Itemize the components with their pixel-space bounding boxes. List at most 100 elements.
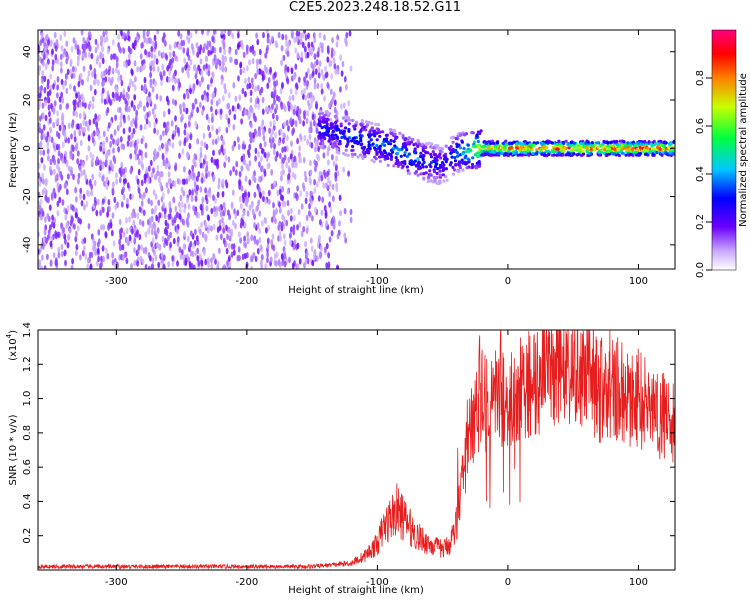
- spectrogram-noise-point: [300, 203, 304, 210]
- spectrogram-noise-point: [193, 176, 197, 183]
- spectrogram-noise-point: [244, 78, 247, 85]
- spectrogram-noise-point: [208, 131, 212, 139]
- spectrogram-noise-point: [224, 179, 228, 186]
- spectrogram-noise-point: [45, 52, 49, 59]
- spectrogram-noise-point: [323, 34, 326, 41]
- snr-ytick-label: 0.8: [22, 425, 33, 441]
- spectrogram-noise-point: [125, 91, 129, 98]
- spectrogram-noise-point: [222, 227, 226, 234]
- spectrogram-noise-point: [201, 196, 205, 204]
- spectrogram-noise-point: [277, 259, 281, 267]
- spectrogram-trace-point: [607, 147, 612, 151]
- spectrogram-noise-point: [286, 199, 290, 207]
- spectrogram-noise-point: [49, 73, 53, 80]
- spectrogram-trace-point: [572, 141, 577, 145]
- spectrogram-noise-point: [331, 96, 335, 103]
- spectrogram-noise-point: [207, 70, 211, 77]
- spectrogram-trace-point: [344, 126, 348, 130]
- spectrogram-trace-point: [526, 141, 530, 145]
- spectrogram-trace-point: [432, 169, 437, 174]
- spectrogram-noise-point: [38, 259, 42, 266]
- spectrogram-noise-point: [217, 183, 221, 190]
- spectrogram-noise-point: [83, 237, 87, 244]
- spectrogram-noise-point: [67, 165, 71, 172]
- spectrogram-noise-point: [203, 94, 207, 102]
- spectrogram-noise-point: [163, 212, 167, 219]
- spectrogram-trace-point: [662, 140, 667, 145]
- spectrogram-trace-point: [659, 143, 663, 147]
- spectrogram-trace-point: [408, 161, 412, 166]
- spectrogram-noise-point: [107, 199, 111, 206]
- spectrogram-noise-point: [272, 119, 276, 127]
- spectrogram-noise-point: [327, 176, 330, 183]
- spectrogram-trace-point: [615, 142, 620, 147]
- spectrogram-trace-point: [454, 136, 458, 141]
- spectrogram-trace-point: [503, 145, 507, 149]
- spectrogram-noise-point: [192, 157, 196, 165]
- spectrogram-noise-point: [96, 260, 99, 267]
- spectrogram-trace-point: [544, 140, 548, 144]
- spectrogram-noise-point: [62, 126, 66, 133]
- spectrogram-noise-point: [120, 112, 123, 119]
- spectrogram-noise-point: [228, 261, 232, 268]
- spectrogram-trace-point: [416, 157, 420, 161]
- spectrogram-noise-point: [38, 115, 42, 122]
- spectrogram-noise-point: [220, 134, 224, 142]
- spectrogram-noise-point: [171, 57, 175, 64]
- spectrogram-noise-point: [156, 129, 160, 136]
- spectrogram-noise-point: [241, 253, 245, 260]
- spectrogram-noise-point: [214, 159, 218, 166]
- spectrogram-trace-point: [569, 140, 573, 144]
- spectrogram-noise-point: [249, 96, 253, 104]
- spectrogram-trace-point: [371, 142, 375, 146]
- spectrogram-trace-point: [586, 151, 590, 155]
- spectrogram-trace-point: [451, 148, 455, 152]
- spectrogram-noise-point: [183, 178, 187, 185]
- snr-xtick-label: -200: [236, 577, 259, 588]
- spectrogram-noise-point: [136, 248, 140, 255]
- spectrogram-noise-point: [162, 110, 166, 118]
- spectrogram-noise-point: [76, 60, 80, 67]
- spectrogram-trace-point: [355, 120, 359, 124]
- spectrogram-noise-point: [60, 222, 63, 229]
- spectrogram-trace-point: [350, 148, 354, 153]
- spectrogram-trace-point: [380, 155, 384, 159]
- spectrogram-noise-point: [293, 36, 297, 43]
- spectrogram-noise-point: [73, 136, 77, 143]
- spectrogram-noise-point: [278, 188, 282, 196]
- spectrogram-noise-point: [200, 140, 204, 147]
- spectrogram-noise-point: [48, 204, 52, 211]
- spectrogram-noise-point: [206, 95, 210, 103]
- spectrogram-trace-point: [434, 157, 438, 161]
- spectrogram-noise-point: [267, 107, 270, 114]
- spectrogram-noise-point: [77, 216, 81, 224]
- spectrogram-trace-point: [353, 152, 357, 156]
- spectrogram-noise-point: [210, 105, 213, 113]
- spectrogram-noise-point: [192, 204, 196, 212]
- spectrogram-noise-point: [153, 155, 156, 162]
- spectrogram-trace-point: [518, 148, 522, 152]
- spectrogram-trace-point: [638, 152, 643, 156]
- spectrogram-noise-point: [111, 187, 115, 194]
- spectrogram-noise-point: [316, 255, 319, 262]
- spectrogram-noise-point: [57, 150, 61, 157]
- spectrogram-noise-point: [232, 243, 236, 250]
- spectrogram-trace-point: [356, 155, 360, 159]
- spectrogram-noise-point: [169, 241, 173, 249]
- spectrogram-noise-point: [120, 79, 124, 87]
- spectrogram-trace-point: [461, 161, 465, 165]
- spectrogram-noise-point: [282, 54, 286, 62]
- spectrogram-noise-point: [291, 94, 295, 101]
- spectrogram-trace-point: [464, 150, 468, 154]
- spectrogram-noise-point: [189, 240, 193, 248]
- spectrogram-noise-point: [147, 228, 151, 235]
- spectrogram-noise-point: [296, 105, 300, 113]
- spectrogram-trace-point: [480, 145, 484, 149]
- spectrogram-noise-point: [59, 53, 63, 61]
- spectrogram-noise-point: [182, 39, 186, 47]
- spectrogram-noise-point: [122, 186, 125, 193]
- spectrogram-noise-point: [314, 140, 318, 147]
- spectrogram-trace-point: [326, 129, 331, 133]
- spectrogram-noise-point: [205, 143, 209, 150]
